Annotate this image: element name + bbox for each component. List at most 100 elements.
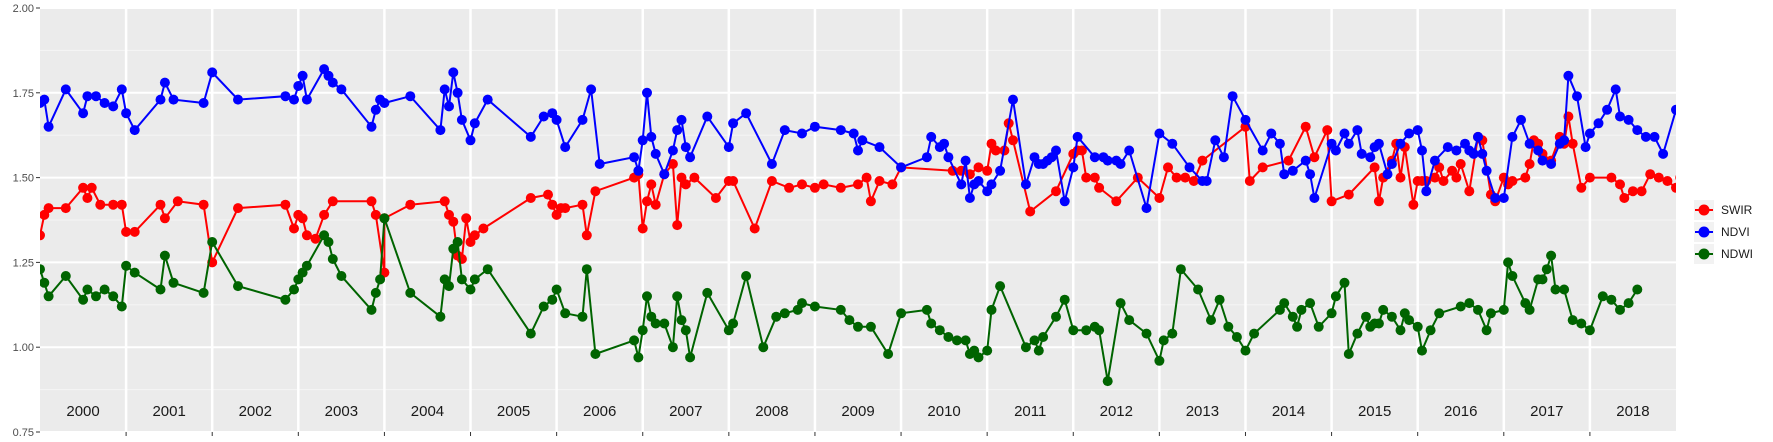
year-label: 2011 <box>1014 403 1046 420</box>
data-point-ndwi <box>525 328 536 339</box>
data-point-ndvi <box>586 84 597 95</box>
data-point-ndvi <box>857 135 868 146</box>
data-point-ndvi <box>1477 148 1488 159</box>
data-point-ndwi <box>108 291 119 302</box>
data-point-ndwi <box>1473 304 1483 315</box>
data-point-ndwi <box>207 237 218 247</box>
data-point-ndwi <box>883 349 894 359</box>
data-point-ndvi <box>1481 165 1492 176</box>
data-point-ndwi <box>1068 325 1079 336</box>
data-point-ndvi <box>650 148 661 159</box>
data-point-ndwi <box>741 271 752 281</box>
data-point-swir <box>370 209 381 220</box>
year-label: 2016 <box>1444 403 1477 420</box>
data-point-ndvi <box>1356 148 1367 159</box>
data-point-swir <box>525 193 536 203</box>
data-point-ndwi <box>1296 304 1307 315</box>
data-point-ndvi <box>40 94 50 105</box>
data-point-swir <box>887 179 898 190</box>
data-point-swir <box>650 199 661 210</box>
data-point-ndvi <box>289 94 299 105</box>
data-point-ndvi <box>1516 114 1526 125</box>
year-label: 2005 <box>497 403 530 420</box>
data-point-swir <box>865 196 876 207</box>
data-point-swir <box>155 199 166 210</box>
data-point-ndvi <box>896 162 907 173</box>
data-point-swir <box>1180 172 1191 183</box>
data-point-ndvi <box>848 128 859 139</box>
data-point-swir <box>1111 196 1122 207</box>
data-point-ndwi <box>1373 318 1384 329</box>
data-point-swir <box>1188 176 1199 186</box>
data-point-swir <box>1025 206 1036 217</box>
data-point-ndwi <box>1094 325 1105 336</box>
data-point-ndwi <box>1339 277 1350 288</box>
data-point-swir <box>797 179 807 190</box>
data-point-ndwi <box>1425 325 1436 336</box>
data-point-swir <box>1408 199 1419 210</box>
data-point-ndvi <box>1343 138 1354 149</box>
data-point-ndwi <box>659 318 670 329</box>
data-point-ndvi <box>1671 104 1676 115</box>
data-point-ndvi <box>1442 142 1453 153</box>
year-label: 2018 <box>1616 403 1649 420</box>
year-label: 2008 <box>755 403 788 420</box>
legend-label: SWIR <box>1721 203 1753 217</box>
data-point-ndvi <box>1473 131 1483 142</box>
year-label: 2010 <box>927 403 960 420</box>
legend-item-swir: SWIR <box>1694 200 1753 220</box>
data-point-ndvi <box>685 152 696 163</box>
data-point-ndwi <box>771 311 782 322</box>
data-point-ndvi <box>1429 155 1440 166</box>
data-point-swir <box>1615 179 1625 190</box>
data-point-ndvi <box>1059 196 1070 207</box>
data-point-ndvi <box>1697 125 1707 135</box>
year-label: 2015 <box>1358 403 1391 420</box>
data-point-swir <box>689 172 700 183</box>
data-point-ndwi <box>1623 298 1634 309</box>
data-point-ndwi <box>642 291 652 302</box>
data-point-swir <box>469 230 480 241</box>
data-point-ndwi <box>853 321 863 332</box>
data-point-ndwi <box>1550 284 1561 295</box>
data-point-ndvi <box>672 125 683 136</box>
data-point-ndvi <box>1658 148 1669 159</box>
data-point-ndvi <box>1115 159 1126 169</box>
data-point-ndvi <box>921 152 932 163</box>
data-point-ndvi <box>1537 155 1548 166</box>
data-point-ndwi <box>551 284 562 295</box>
data-point-ndvi <box>1373 138 1384 149</box>
data-point-ndwi <box>680 325 691 336</box>
data-point-ndwi <box>469 274 480 285</box>
data-point-ndwi <box>809 301 820 312</box>
data-point-ndvi <box>1279 169 1290 180</box>
data-point-ndvi <box>1089 152 1100 163</box>
data-point-ndwi <box>289 284 299 295</box>
data-point-swir <box>82 193 93 203</box>
data-point-swir <box>95 199 106 210</box>
data-point-ndwi <box>1417 345 1427 356</box>
data-point-swir <box>1619 193 1630 203</box>
data-point-swir <box>280 199 291 210</box>
data-point-ndvi <box>448 67 459 78</box>
data-point-ndvi <box>91 91 101 102</box>
data-point-ndwi <box>405 287 416 298</box>
data-point-ndwi <box>581 264 592 275</box>
data-point-swir <box>990 145 1001 156</box>
data-point-ndvi <box>538 111 549 122</box>
data-point-swir <box>297 213 308 224</box>
data-point-ndwi <box>896 308 907 319</box>
data-point-swir <box>478 223 489 234</box>
data-point-ndvi <box>1339 128 1350 139</box>
data-point-ndwi <box>233 281 243 292</box>
data-point-ndwi <box>952 335 962 346</box>
data-point-ndwi <box>1464 298 1475 309</box>
data-point-ndwi <box>685 352 696 363</box>
data-point-ndwi <box>91 291 101 302</box>
data-point-ndwi <box>865 321 876 332</box>
data-point-ndwi <box>1249 328 1260 339</box>
data-point-swir <box>1584 172 1595 183</box>
data-point-ndvi <box>82 91 93 102</box>
data-point-ndvi <box>1451 145 1462 156</box>
data-point-ndwi <box>986 304 997 315</box>
